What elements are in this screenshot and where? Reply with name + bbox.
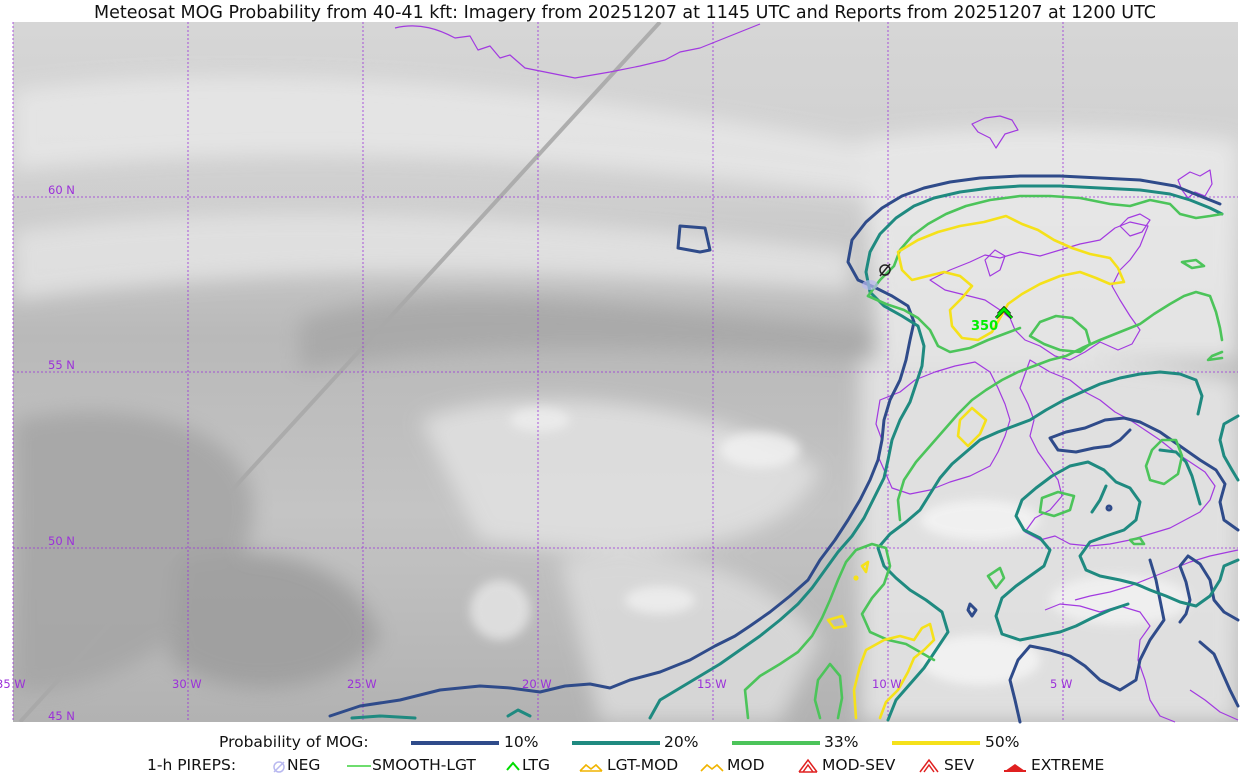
legend-label-20pct: 20% <box>664 733 699 751</box>
lon-label-20w: 20 W <box>522 677 552 691</box>
lat-label-45n: 45 N <box>48 709 75 723</box>
contour-20pct <box>350 184 1240 722</box>
lat-label-55n: 55 N <box>48 358 75 372</box>
pirep-markers: 350 <box>862 263 1014 334</box>
legend-line-50pct <box>892 741 980 745</box>
lon-label-10w: 10 W <box>872 677 902 691</box>
coastlines <box>394 23 1239 723</box>
legend-label-50pct: 50% <box>985 733 1020 751</box>
pirep-legend: 1-h PIREPS: NEG SMOOTH-LGT LTG LGT-MOD M… <box>0 756 1250 778</box>
mod-sev-icon <box>798 758 818 773</box>
axis-labels: 60 N 55 N 50 N 45 N 35 W 30 W 25 W 20 W … <box>0 183 1072 723</box>
lon-label-35w: 35 W <box>0 677 26 691</box>
iceland-coast <box>394 23 761 79</box>
neg-circle-icon <box>273 761 285 773</box>
legend-label-mod: MOD <box>727 756 765 774</box>
neg-report-icon-faint <box>862 280 878 290</box>
report-flight-level: 350 <box>971 319 998 334</box>
lgt-mod-icon <box>579 763 603 772</box>
pirep-legend-label: 1-h PIREPS: <box>147 756 237 774</box>
lon-label-5w: 5 W <box>1050 677 1072 691</box>
ireland-coast <box>875 361 1011 495</box>
map-title: Meteosat MOG Probability from 40-41 kft:… <box>94 3 1156 23</box>
legend-label-sev: SEV <box>944 756 975 774</box>
legend-line-10pct <box>411 741 499 745</box>
contour-33pct <box>743 194 1224 720</box>
norway-coast <box>1177 169 1213 199</box>
probability-legend-label: Probability of MOG: <box>219 733 369 751</box>
lon-label-30w: 30 W <box>172 677 202 691</box>
legend-line-20pct <box>572 741 660 745</box>
caret-icon <box>506 761 520 771</box>
probability-legend: Probability of MOG: 10% 20% 33% 50% <box>0 733 1250 755</box>
contour-50pct <box>826 214 1126 720</box>
legend-label-ltg: LTG <box>522 756 550 774</box>
hebrides-coast <box>984 249 1006 277</box>
legend-label-lgt-mod: LGT-MOD <box>607 756 679 774</box>
legend-label-33pct: 33% <box>824 733 859 751</box>
legend-label-neg: NEG <box>287 756 321 774</box>
mod-icon <box>700 763 724 772</box>
lat-label-50n: 50 N <box>48 534 75 548</box>
legend-label-mod-sev: MOD-SEV <box>822 756 896 774</box>
france-coast <box>1074 549 1239 601</box>
legend-label-10pct: 10% <box>504 733 539 751</box>
extreme-icon <box>1004 764 1026 772</box>
probability-contours <box>328 174 1240 724</box>
line-icon <box>347 765 371 767</box>
sev-icon <box>919 758 939 773</box>
neg-report-icon <box>879 264 891 276</box>
legend-label-smooth-lgt: SMOOTH-LGT <box>372 756 476 774</box>
lat-label-60n: 60 N <box>48 183 75 197</box>
faroe-coast <box>971 115 1019 149</box>
lon-label-25w: 25 W <box>347 677 377 691</box>
scotland-coast <box>929 221 1149 361</box>
legend-label-extreme: EXTREME <box>1031 756 1105 774</box>
shetland-coast <box>1119 213 1151 237</box>
biscay-coast <box>1189 689 1239 721</box>
brittany-coast <box>1044 603 1176 723</box>
graticule <box>12 22 1238 722</box>
lon-label-15w: 15 W <box>697 677 727 691</box>
legend-line-33pct <box>732 741 820 745</box>
